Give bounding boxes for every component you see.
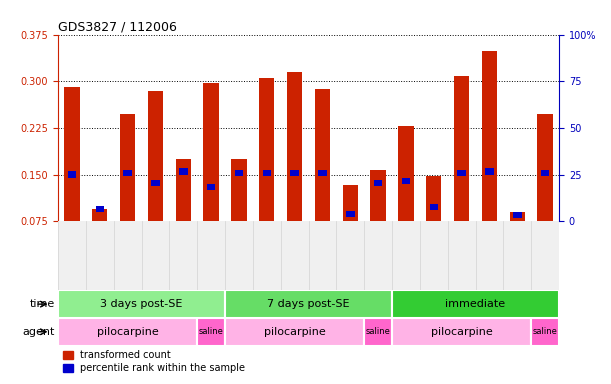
- Bar: [68, 171, 76, 178]
- Bar: [259, 78, 274, 221]
- Bar: [513, 212, 522, 218]
- Bar: [179, 168, 188, 175]
- Bar: [64, 88, 79, 221]
- Bar: [392, 290, 559, 318]
- Bar: [225, 318, 364, 346]
- Bar: [232, 159, 247, 221]
- Bar: [123, 170, 132, 176]
- Bar: [235, 170, 243, 176]
- Bar: [398, 126, 414, 221]
- Bar: [315, 89, 330, 221]
- Bar: [454, 76, 469, 221]
- Text: saline: saline: [199, 327, 224, 336]
- Bar: [148, 91, 163, 221]
- Bar: [370, 170, 386, 221]
- Bar: [92, 209, 108, 221]
- Bar: [120, 114, 135, 221]
- Bar: [203, 83, 219, 221]
- Text: saline: saline: [533, 327, 558, 336]
- Bar: [225, 290, 392, 318]
- Bar: [364, 318, 392, 346]
- Bar: [318, 170, 327, 176]
- Bar: [58, 318, 197, 346]
- Bar: [152, 179, 159, 186]
- Bar: [95, 206, 104, 212]
- Bar: [207, 184, 215, 190]
- Text: GDS3827 / 112006: GDS3827 / 112006: [58, 20, 177, 33]
- Text: pilocarpine: pilocarpine: [431, 327, 492, 337]
- Text: 7 days post-SE: 7 days post-SE: [267, 299, 350, 309]
- Text: agent: agent: [23, 327, 55, 337]
- Bar: [392, 318, 531, 346]
- Bar: [343, 185, 358, 221]
- Bar: [485, 168, 494, 175]
- Text: pilocarpine: pilocarpine: [97, 327, 158, 337]
- Text: immediate: immediate: [445, 299, 506, 309]
- Text: pilocarpine: pilocarpine: [264, 327, 326, 337]
- Bar: [58, 290, 225, 318]
- Text: 3 days post-SE: 3 days post-SE: [100, 299, 183, 309]
- Bar: [402, 178, 410, 184]
- Text: saline: saline: [366, 327, 390, 336]
- Bar: [346, 210, 354, 217]
- Legend: transformed count, percentile rank within the sample: transformed count, percentile rank withi…: [63, 351, 246, 373]
- Bar: [175, 159, 191, 221]
- Text: time: time: [30, 299, 55, 309]
- Bar: [482, 51, 497, 221]
- Bar: [426, 176, 442, 221]
- Bar: [531, 318, 559, 346]
- Bar: [263, 170, 271, 176]
- Bar: [374, 179, 382, 186]
- Bar: [510, 212, 525, 221]
- Bar: [541, 170, 549, 176]
- Bar: [430, 204, 438, 210]
- Bar: [290, 170, 299, 176]
- Bar: [458, 170, 466, 176]
- Bar: [287, 72, 302, 221]
- Bar: [538, 114, 553, 221]
- Bar: [197, 318, 225, 346]
